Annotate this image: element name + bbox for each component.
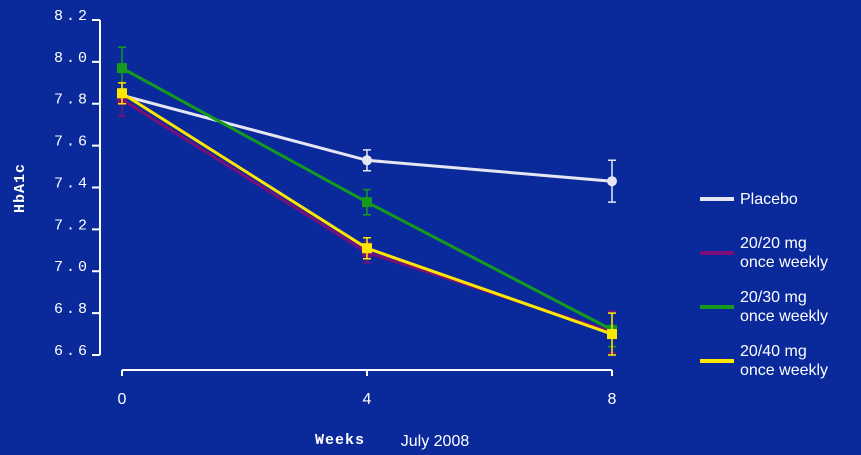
x-tick-label: 4 xyxy=(363,391,372,408)
y-axis-label: HbA1c xyxy=(12,163,29,213)
legend-label: 20/30 mg once weekly xyxy=(740,289,829,325)
legend-swatch xyxy=(700,251,734,255)
marker xyxy=(117,63,127,74)
x-axis-label: Weeks xyxy=(315,432,365,449)
marker xyxy=(117,88,127,99)
y-tick-label: 7.8 xyxy=(54,92,90,109)
y-tick-label: 7.4 xyxy=(54,175,90,192)
marker xyxy=(362,243,372,254)
y-tick-label: 7.0 xyxy=(54,259,90,276)
annotation: July 2008 xyxy=(401,433,470,450)
legend-swatch xyxy=(700,359,734,363)
legend: Placebo 20/20 mg once weekly 20/30 mg once… xyxy=(700,172,828,388)
y-tick-label: 7.6 xyxy=(54,134,90,151)
legend-label: 20/20 mg once weekly xyxy=(740,235,829,271)
marker xyxy=(607,176,617,187)
y-tick-label: 8.2 xyxy=(54,8,90,25)
legend-item: Placebo xyxy=(700,172,828,226)
y-tick-label: 6.8 xyxy=(54,301,90,318)
marker xyxy=(362,197,372,208)
y-tick-label: 8.0 xyxy=(54,50,90,67)
legend-swatch xyxy=(700,197,734,201)
legend-item: 20/30 mg once weekly xyxy=(700,280,828,334)
y-tick-label: 7.2 xyxy=(54,217,90,234)
legend-swatch xyxy=(700,305,734,309)
y-tick-label: 6.6 xyxy=(54,343,90,360)
legend-label: Placebo xyxy=(740,190,798,208)
legend-item: 20/40 mg once weekly xyxy=(700,334,828,388)
legend-label: 20/40 mg once weekly xyxy=(740,343,829,379)
x-tick-label: 0 xyxy=(118,391,127,408)
marker xyxy=(607,329,617,340)
marker xyxy=(362,155,372,166)
legend-item: 20/20 mg once weekly xyxy=(700,226,828,280)
x-tick-label: 8 xyxy=(608,391,617,408)
